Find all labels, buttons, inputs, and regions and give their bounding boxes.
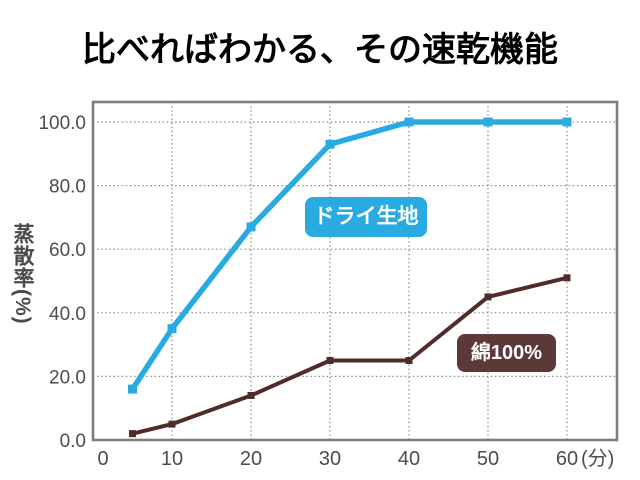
data-point-marker-cotton-100 (168, 420, 176, 428)
plot-border (91, 100, 619, 442)
data-point-marker-dry-fabric (167, 324, 177, 334)
x-tick-label: 20 (240, 448, 262, 470)
series-label-cotton-100: 綿100% (457, 334, 556, 372)
data-point-marker-dry-fabric (562, 117, 572, 127)
x-tick-label: 10 (161, 448, 183, 470)
x-tick-label: 0 (97, 448, 108, 470)
data-point-marker-cotton-100 (484, 293, 492, 301)
y-tick-label: 100.0 (38, 113, 86, 134)
series-label-dry-fabric: ドライ生地 (305, 197, 427, 237)
chart-title: 比べればわかる、その速乾機能 (82, 31, 558, 69)
data-point-marker-dry-fabric (325, 139, 335, 149)
y-tick-label: 20.0 (49, 367, 86, 388)
data-point-marker-dry-fabric (128, 384, 137, 394)
y-tick-label: 40.0 (49, 304, 86, 325)
data-point-marker-cotton-100 (247, 391, 255, 399)
data-point-marker-dry-fabric (246, 222, 256, 232)
y-tick-label: 80.0 (49, 177, 86, 198)
y-tick-label: 0.0 (60, 431, 86, 452)
x-axis-unit-label: (分) (581, 447, 614, 470)
data-point-marker-dry-fabric (404, 117, 414, 127)
x-tick-label: 50 (477, 448, 499, 470)
data-point-marker-cotton-100 (563, 274, 571, 282)
data-point-marker-dry-fabric (483, 117, 493, 127)
y-tick-label: 60.0 (49, 240, 86, 261)
data-point-marker-cotton-100 (129, 430, 136, 438)
x-tick-label: 30 (319, 448, 341, 470)
data-point-marker-cotton-100 (326, 357, 334, 364)
x-tick-label: 60 (556, 448, 578, 470)
y-axis-title: 蒸散率(%) (11, 223, 34, 325)
data-point-marker-cotton-100 (405, 357, 413, 364)
x-tick-label: 40 (398, 448, 420, 470)
